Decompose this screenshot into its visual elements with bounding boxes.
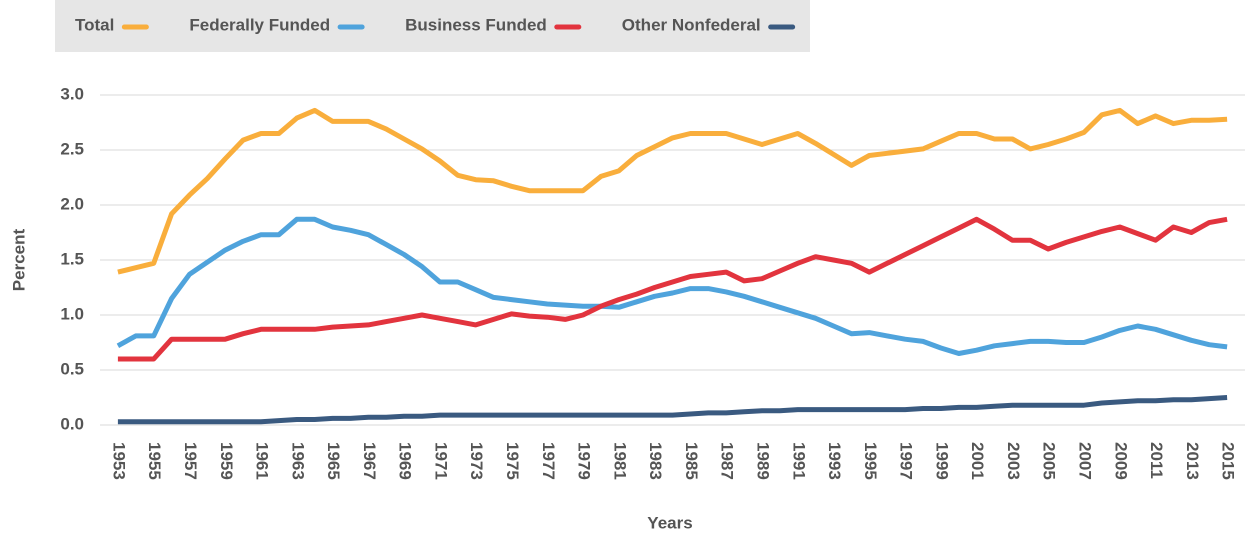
x-tick-label: 1977	[539, 442, 558, 480]
x-tick-label: 1961	[253, 442, 272, 480]
y-tick-label: 3.0	[60, 84, 84, 103]
x-tick-label: 2003	[1004, 442, 1023, 480]
x-tick-label: 2011	[1147, 442, 1166, 479]
x-tick-label: 2013	[1183, 442, 1202, 480]
y-tick-label: 0.5	[60, 359, 84, 378]
x-tick-label: 2005	[1040, 442, 1059, 480]
x-tick-label: 1989	[753, 442, 772, 480]
x-tick-label: 1973	[467, 442, 486, 480]
x-tick-label: 1967	[360, 442, 379, 480]
x-tick-label: 2001	[968, 442, 987, 480]
legend-label: Other Nonfederal	[622, 15, 761, 34]
y-axis-label: Percent	[9, 228, 28, 291]
x-tick-label: 2015	[1219, 442, 1238, 480]
legend-label: Total	[75, 15, 114, 34]
x-tick-label: 1959	[217, 442, 236, 480]
x-tick-label: 2007	[1076, 442, 1095, 480]
x-tick-label: 1963	[288, 442, 307, 480]
x-tick-label: 1997	[897, 442, 916, 480]
y-tick-label: 0.0	[60, 414, 84, 433]
x-tick-label: 1993	[825, 442, 844, 480]
x-tick-label: 1985	[682, 442, 701, 480]
x-tick-label: 1955	[145, 442, 164, 480]
y-tick-label: 2.5	[60, 139, 84, 158]
x-tick-label: 1991	[789, 442, 808, 480]
x-tick-label: 1965	[324, 442, 343, 480]
x-axis-label: Years	[647, 513, 692, 532]
x-tick-label: 1969	[396, 442, 415, 480]
series-line	[116, 216, 1228, 356]
x-tick-label: 1953	[109, 442, 128, 480]
y-tick-label: 1.5	[60, 249, 84, 268]
x-tick-label: 2009	[1111, 442, 1130, 480]
x-tick-label: 1999	[932, 442, 951, 480]
legend-label: Federally Funded	[189, 15, 330, 34]
legend-box	[55, 0, 810, 52]
x-tick-label: 1995	[861, 442, 880, 480]
x-tick-label: 1957	[181, 442, 200, 480]
legend-label: Business Funded	[405, 15, 547, 34]
x-tick-label: 1971	[431, 442, 450, 480]
x-tick-label: 1975	[503, 442, 522, 480]
y-tick-label: 1.0	[60, 304, 84, 323]
x-tick-label: 1979	[575, 442, 594, 480]
series-line	[117, 395, 1228, 425]
y-tick-label: 2.0	[60, 194, 84, 213]
x-tick-label: 1981	[610, 442, 629, 480]
x-tick-label: 1983	[646, 442, 665, 480]
series-line	[117, 216, 1228, 362]
series-line	[117, 107, 1228, 275]
x-tick-label: 1987	[718, 442, 737, 480]
